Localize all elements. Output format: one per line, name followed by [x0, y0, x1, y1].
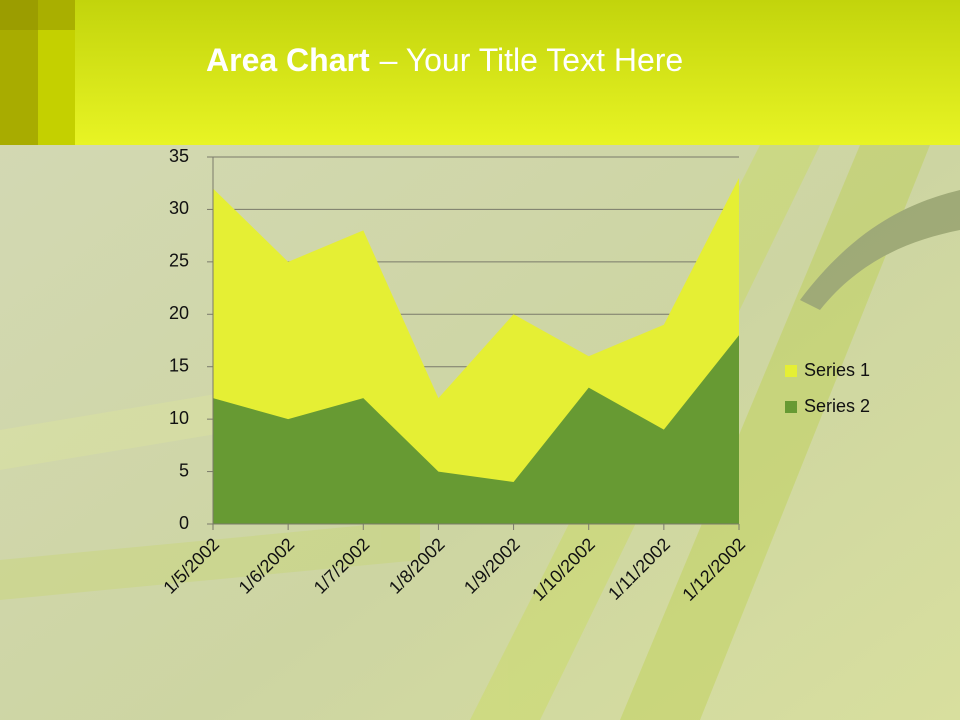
y-tick-label: 35 [169, 146, 189, 166]
legend-swatch [785, 365, 797, 377]
title-bold: Area Chart [206, 42, 370, 78]
legend-label: Series 2 [804, 396, 870, 416]
y-tick-label: 5 [179, 460, 189, 480]
legend-label: Series 1 [804, 360, 870, 380]
y-tick-label: 10 [169, 408, 189, 428]
y-tick-label: 25 [169, 251, 189, 271]
area [213, 335, 739, 524]
y-tick-label: 15 [169, 355, 189, 375]
y-tick-label: 30 [169, 198, 189, 218]
title: Area Chart – Your Title Text Here [206, 42, 683, 78]
y-tick-label: 20 [169, 303, 189, 323]
y-tick-label: 0 [179, 513, 189, 533]
header-band [0, 0, 960, 145]
title-rest: – Your Title Text Here [380, 42, 684, 78]
legend-swatch [785, 401, 797, 413]
header-stripe [0, 0, 75, 30]
